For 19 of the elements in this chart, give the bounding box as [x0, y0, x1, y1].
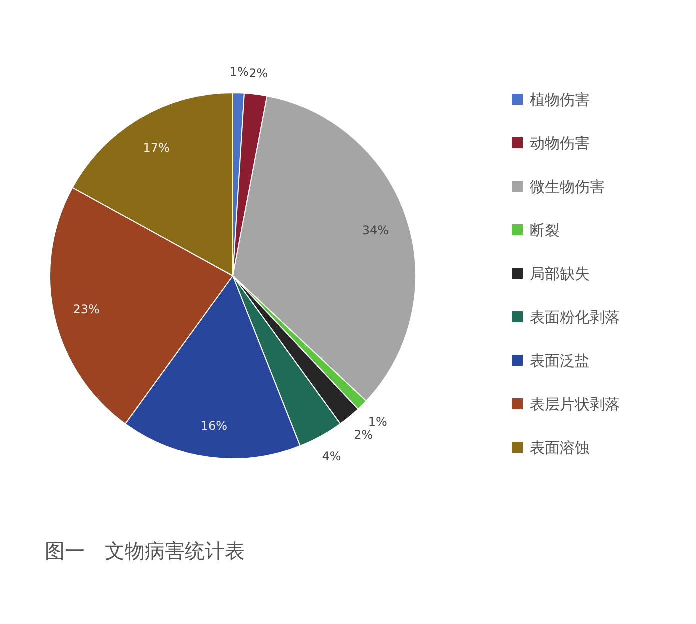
data-label: 2% — [249, 66, 268, 81]
data-label: 4% — [322, 450, 342, 464]
data-label: 23% — [73, 302, 100, 317]
legend-label: 表面粉化剥落 — [530, 308, 620, 326]
text: 图一 文物病害统计表 — [45, 539, 245, 563]
legend-label: 表层片状剥落 — [530, 396, 620, 414]
data-label: 2% — [354, 428, 374, 442]
legend-label: 植物伤害 — [530, 91, 590, 109]
data-label: 16% — [200, 418, 228, 433]
data-label: 1% — [368, 414, 388, 429]
legend-label: 局部缺失 — [530, 265, 590, 283]
data-label: 1% — [230, 65, 249, 80]
legend-label: 表面溶蚀 — [530, 439, 590, 457]
legend-label: 断裂 — [530, 222, 560, 240]
data-label: 34% — [362, 224, 390, 238]
legend-label: 微生物伤害 — [530, 178, 605, 196]
data-label: 17% — [143, 140, 170, 155]
legend-label: 动物伤害 — [530, 134, 590, 152]
legend-label: 表面泛盐 — [530, 352, 590, 370]
